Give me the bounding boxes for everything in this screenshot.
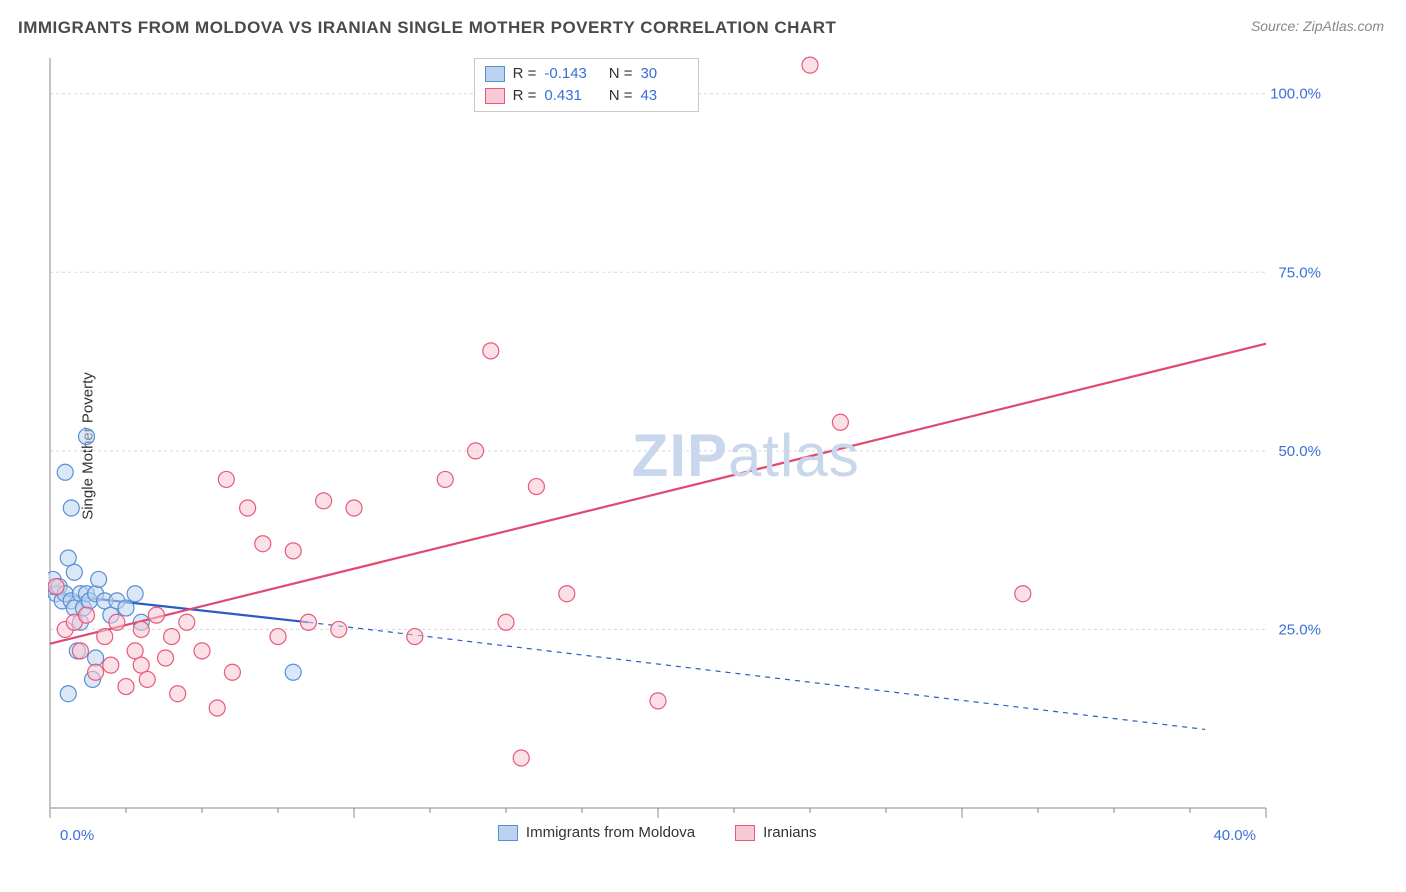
data-point	[331, 621, 347, 637]
data-point	[528, 479, 544, 495]
data-point	[118, 600, 134, 616]
data-point	[78, 607, 94, 623]
data-point	[158, 650, 174, 666]
svg-text:40.0%: 40.0%	[1213, 827, 1256, 844]
data-point	[164, 629, 180, 645]
r-label: R =	[513, 63, 537, 85]
series-legend: Immigrants from Moldova Iranians	[498, 824, 817, 841]
r-label: R =	[513, 85, 537, 107]
data-point	[468, 443, 484, 459]
n-label: N =	[600, 63, 632, 85]
data-point	[483, 343, 499, 359]
legend-label: Immigrants from Moldova	[526, 824, 695, 841]
data-point	[209, 700, 225, 716]
data-point	[224, 664, 240, 680]
scatter-plot: 25.0% 50.0% 75.0% 100.0% 0.0% 40.0%	[48, 56, 1336, 884]
data-point	[832, 414, 848, 430]
data-point	[437, 471, 453, 487]
legend-swatch	[735, 825, 755, 841]
data-point	[179, 614, 195, 630]
source-label: Source: ZipAtlas.com	[1251, 18, 1384, 34]
data-point	[240, 500, 256, 516]
data-point	[285, 664, 301, 680]
chart-title: IMMIGRANTS FROM MOLDOVA VS IRANIAN SINGL…	[18, 18, 836, 38]
data-point	[60, 686, 76, 702]
data-point	[559, 586, 575, 602]
legend-item: Immigrants from Moldova	[498, 824, 695, 841]
data-point	[109, 614, 125, 630]
data-point	[498, 614, 514, 630]
data-point	[407, 629, 423, 645]
data-point	[103, 657, 119, 673]
data-point	[60, 550, 76, 566]
legend-swatch	[498, 825, 518, 841]
legend-row: R = -0.143 N = 30	[485, 63, 689, 85]
data-point	[316, 493, 332, 509]
data-point	[133, 621, 149, 637]
data-point	[127, 643, 143, 659]
legend-item: Iranians	[735, 824, 816, 841]
svg-text:25.0%: 25.0%	[1278, 621, 1321, 638]
data-point	[97, 629, 113, 645]
n-label: N =	[600, 85, 632, 107]
data-point	[802, 57, 818, 73]
legend-label: Iranians	[763, 824, 816, 841]
svg-text:50.0%: 50.0%	[1278, 443, 1321, 460]
data-point	[285, 543, 301, 559]
data-point	[1015, 586, 1031, 602]
r-value: -0.143	[544, 63, 592, 85]
svg-text:75.0%: 75.0%	[1278, 264, 1321, 281]
data-point	[88, 650, 104, 666]
data-point	[91, 571, 107, 587]
data-point	[48, 579, 64, 595]
correlation-legend: R = -0.143 N = 30 R = 0.431 N = 43	[474, 58, 700, 112]
svg-text:100.0%: 100.0%	[1270, 86, 1321, 103]
data-point	[66, 564, 82, 580]
data-point	[170, 686, 186, 702]
data-point	[63, 500, 79, 516]
data-point	[255, 536, 271, 552]
data-point	[194, 643, 210, 659]
data-point	[270, 629, 286, 645]
data-point	[72, 643, 88, 659]
data-point	[650, 693, 666, 709]
data-point	[118, 679, 134, 695]
data-point	[346, 500, 362, 516]
data-point	[127, 586, 143, 602]
data-point	[78, 429, 94, 445]
data-point	[139, 671, 155, 687]
data-point	[57, 464, 73, 480]
data-point	[148, 607, 164, 623]
data-point	[300, 614, 316, 630]
data-point	[88, 664, 104, 680]
svg-text:0.0%: 0.0%	[60, 827, 94, 844]
data-point	[218, 471, 234, 487]
legend-swatch	[485, 66, 505, 82]
legend-swatch	[485, 88, 505, 104]
n-value: 43	[640, 85, 688, 107]
r-value: 0.431	[544, 85, 592, 107]
data-point	[513, 750, 529, 766]
legend-row: R = 0.431 N = 43	[485, 85, 689, 107]
n-value: 30	[640, 63, 688, 85]
data-point	[133, 657, 149, 673]
